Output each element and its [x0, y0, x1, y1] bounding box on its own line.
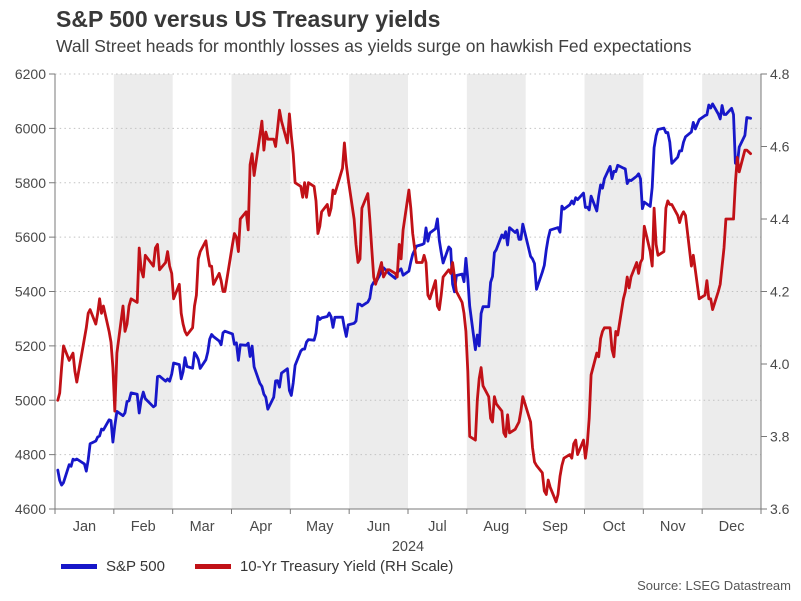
source-attribution: Source: LSEG Datastream	[637, 578, 791, 593]
page-title: S&P 500 versus US Treasury yields	[56, 6, 441, 32]
sp500-line	[56, 102, 752, 487]
month-band	[113, 74, 173, 509]
month-label: Feb	[131, 519, 156, 535]
y-right-tick-label: 3.8	[770, 429, 790, 445]
y-left-tick-label: 5800	[15, 175, 46, 191]
y-left-tick-label: 5600	[15, 229, 46, 245]
y-right-tick-label: 3.6	[770, 501, 790, 517]
month-label: Jul	[428, 519, 447, 535]
chart-legend: S&P 500 10-Yr Treasury Yield (RH Scale)	[61, 558, 453, 575]
y-left-tick-label: 5200	[15, 338, 46, 354]
y-left-tick-label: 5400	[15, 284, 46, 300]
month-label: Jun	[367, 519, 390, 535]
y-right-tick-label: 4.4	[770, 211, 790, 227]
month-label: May	[306, 519, 334, 535]
legend-item-treasury-yield: 10-Yr Treasury Yield (RH Scale)	[194, 558, 454, 575]
month-label: Sep	[542, 519, 568, 535]
year-label: 2024	[392, 539, 424, 555]
y-right-tick-label: 4.2	[770, 284, 790, 300]
sp500-line-swatch	[61, 564, 97, 569]
y-right-tick-label: 4.6	[770, 139, 790, 155]
month-label: Mar	[190, 519, 215, 535]
month-label: Oct	[603, 519, 626, 535]
y-left-tick-label: 4800	[15, 447, 46, 463]
legend-label-sp500: S&P 500	[106, 558, 165, 575]
month-band	[231, 74, 291, 509]
month-label: Dec	[719, 519, 745, 535]
y-right-tick-label: 4.8	[770, 66, 790, 82]
y-left-tick-label: 4600	[15, 501, 46, 517]
y-left-tick-label: 6200	[15, 66, 46, 82]
treasury-yield-line-swatch	[194, 564, 231, 569]
y-right-tick-label: 4.0	[770, 356, 790, 372]
y-left-tick-label: 5000	[15, 392, 46, 408]
y-left-tick-label: 6000	[15, 120, 46, 136]
treasury-yield-line	[56, 108, 752, 504]
month-band	[702, 74, 761, 509]
month-label: Apr	[250, 519, 273, 535]
chart-subtitle: Wall Street heads for monthly losses as …	[56, 36, 692, 56]
month-label: Nov	[660, 519, 687, 535]
legend-item-sp500: S&P 500	[61, 558, 165, 575]
legend-label-treasury-yield: 10-Yr Treasury Yield (RH Scale)	[239, 558, 454, 575]
month-label: Aug	[483, 519, 509, 535]
month-label: Jan	[73, 519, 96, 535]
